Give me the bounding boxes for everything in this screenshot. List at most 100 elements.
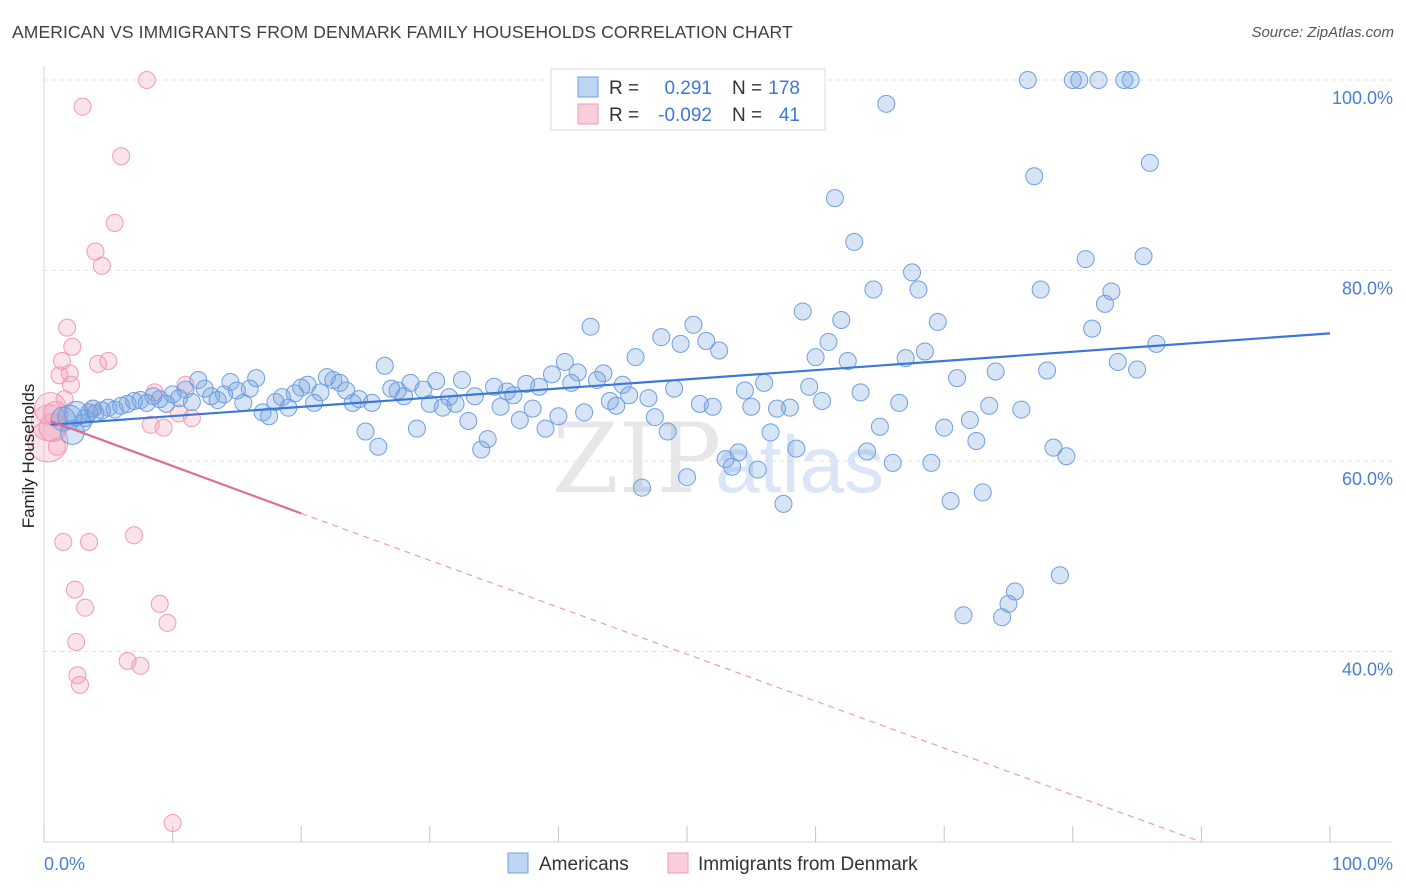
point-americans [1063, 71, 1082, 89]
point-americans [510, 411, 529, 430]
point-americans [491, 397, 510, 416]
point-americans [1128, 360, 1147, 379]
point-americans [1044, 438, 1063, 457]
point-americans [652, 328, 671, 347]
point-denmark [65, 580, 84, 599]
point-americans [800, 377, 819, 396]
point-americans [980, 396, 999, 415]
point-americans [1018, 71, 1037, 89]
point-americans [645, 408, 664, 427]
point-americans [620, 386, 639, 405]
y-axis-label: Family Households [19, 384, 38, 529]
point-americans [883, 453, 902, 472]
point-americans [247, 369, 266, 388]
point-americans [915, 342, 934, 361]
point-americans [1038, 361, 1057, 380]
trend-line-denmark-extension [300, 512, 1202, 843]
point-americans [864, 280, 883, 299]
trend-line-denmark [50, 419, 302, 515]
gridlines [44, 79, 1392, 652]
axes [43, 66, 1392, 843]
point-denmark [158, 613, 177, 632]
point-americans [1140, 153, 1159, 172]
point-americans [369, 437, 388, 456]
point-americans [787, 439, 806, 458]
point-americans [941, 492, 960, 511]
point-americans [954, 606, 973, 625]
legend-n-value-2: 41 [779, 105, 800, 126]
point-americans [903, 263, 922, 282]
point-americans [1121, 71, 1140, 89]
x-tick-labels: 0.0% 100.0% [44, 854, 1393, 874]
point-americans [845, 232, 864, 251]
point-americans [774, 494, 793, 513]
chart-source: Source: ZipAtlas.com [1251, 24, 1394, 41]
point-denmark [150, 594, 169, 613]
point-americans [1050, 566, 1069, 585]
point-americans [793, 302, 812, 321]
trend-lines [50, 332, 1331, 843]
bottom-legend-swatch-americans [507, 852, 529, 874]
point-denmark [67, 632, 86, 651]
point-americans [960, 411, 979, 430]
chart-title: AMERICAN VS IMMIGRANTS FROM DENMARK FAMI… [12, 22, 793, 42]
point-americans [427, 371, 446, 390]
point-americans [459, 411, 478, 430]
point-americans [530, 377, 549, 396]
point-denmark [89, 354, 108, 373]
point-americans [928, 312, 947, 331]
point-americans [1070, 71, 1089, 89]
watermark-zip: ZIP [552, 403, 721, 515]
point-americans [678, 468, 696, 487]
point-denmark [182, 409, 201, 428]
point-denmark [63, 337, 82, 356]
point-americans [986, 362, 1005, 381]
point-americans [684, 315, 703, 334]
point-americans [813, 391, 832, 410]
y-tick-label-40: 40.0% [1342, 660, 1393, 680]
watermark-atlas: atlas [715, 420, 884, 509]
x-tick-label-0: 0.0% [44, 854, 85, 874]
point-americans [780, 398, 799, 417]
point-americans [1076, 250, 1095, 269]
point-americans [658, 422, 677, 441]
point-americans [568, 363, 587, 382]
point-americans [935, 418, 954, 437]
point-americans [729, 443, 748, 462]
point-americans [446, 394, 465, 413]
point-americans [607, 396, 626, 415]
point-americans [311, 383, 330, 402]
point-americans [1134, 247, 1153, 266]
point-denmark [47, 437, 66, 456]
point-americans [1089, 71, 1108, 89]
point-americans [536, 419, 555, 438]
point-denmark [54, 532, 73, 551]
point-americans [1083, 319, 1102, 338]
point-denmark [71, 675, 90, 694]
point-americans [761, 423, 780, 442]
point-americans [1057, 447, 1076, 466]
point-denmark [163, 813, 182, 832]
point-americans [1147, 334, 1166, 353]
point-americans [1005, 582, 1024, 601]
point-americans [735, 381, 754, 400]
point-americans [549, 407, 568, 426]
point-americans [838, 351, 857, 370]
point-americans [909, 280, 928, 299]
series-legend: Americans Immigrants from Denmark [507, 852, 918, 875]
point-americans [671, 334, 690, 353]
point-americans [523, 399, 542, 418]
point-americans [626, 348, 645, 367]
point-americans [832, 311, 851, 330]
point-americans [870, 417, 889, 436]
point-americans [1012, 400, 1031, 419]
point-americans [575, 403, 594, 422]
legend-r-value-1: 0.291 [664, 78, 712, 99]
point-americans [858, 442, 877, 461]
point-denmark [80, 532, 99, 551]
point-americans [542, 365, 561, 384]
point-americans [967, 431, 986, 450]
stats-legend: R = 0.291 N = 178 R = -0.092 N = 41 [550, 68, 826, 131]
point-denmark [131, 656, 150, 675]
point-denmark [62, 375, 81, 394]
